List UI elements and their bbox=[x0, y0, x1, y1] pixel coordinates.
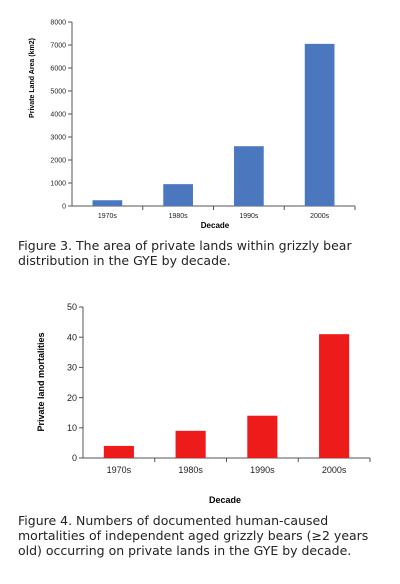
chart1-ytick-label: 1000 bbox=[50, 180, 66, 187]
chart2-ytick-label: 10 bbox=[67, 423, 77, 433]
chart2-category-label: 1970s bbox=[107, 465, 132, 475]
chart1-bar-1990s bbox=[234, 146, 264, 206]
chart1-ytick-label: 6000 bbox=[50, 65, 66, 72]
chart2-ytick-label: 30 bbox=[67, 363, 77, 373]
chart1-category-label: 1980s bbox=[169, 213, 189, 220]
chart1-ytick-label: 3000 bbox=[50, 134, 66, 141]
chart2-bar-2000s bbox=[319, 334, 350, 458]
chart1-ytick-label: 4000 bbox=[50, 111, 66, 118]
chart2-bar-1990s bbox=[247, 415, 278, 458]
chart1-bar-1980s bbox=[163, 184, 193, 206]
chart2-ytick-label: 50 bbox=[67, 302, 77, 312]
chart1-ylabel: Private Land Area (km2) bbox=[29, 38, 36, 118]
chart2-ytick-label: 20 bbox=[67, 393, 77, 403]
chart1-xlabel: Decade bbox=[201, 221, 230, 230]
chart1-ytick-label: 5000 bbox=[50, 88, 66, 95]
chart1-category-label: 1970s bbox=[98, 213, 118, 220]
chart2-category-label: 1990s bbox=[250, 465, 275, 475]
chart1-category-label: 1990s bbox=[239, 213, 259, 220]
private-land-area-chart: Private Land Area (km2) Decade 0 1000 2000… bbox=[29, 19, 356, 230]
chart1-bar-2000s bbox=[304, 43, 335, 206]
figure-3-caption: Figure 3. The area of private lands with… bbox=[18, 238, 352, 268]
chart2-category-label: 2000s bbox=[322, 465, 347, 475]
chart2-bar-1970s bbox=[103, 445, 134, 458]
chart1-ytick-label: 7000 bbox=[50, 42, 66, 49]
private-land-mortalities-chart: Private land mortalities Decade 0 10 20 30 4… bbox=[36, 302, 371, 505]
chart1-ytick-label: 2000 bbox=[50, 157, 66, 164]
chart1-bar-1970s bbox=[92, 200, 123, 206]
chart1-category-label: 2000s bbox=[310, 213, 330, 220]
chart2-ytick-label: 0 bbox=[72, 453, 77, 463]
chart1-ytick-label: 0 bbox=[62, 203, 66, 210]
chart2-ytick-label: 40 bbox=[67, 332, 77, 342]
chart2-ylabel: Private land mortalities bbox=[36, 332, 46, 431]
chart2-xlabel: Decade bbox=[209, 495, 241, 505]
chart1-ytick-label: 8000 bbox=[50, 19, 66, 26]
chart2-category-label: 1980s bbox=[178, 465, 203, 475]
figure-4-caption: Figure 4. Numbers of documented human-ca… bbox=[18, 513, 369, 558]
chart2-bar-1980s bbox=[175, 430, 206, 458]
